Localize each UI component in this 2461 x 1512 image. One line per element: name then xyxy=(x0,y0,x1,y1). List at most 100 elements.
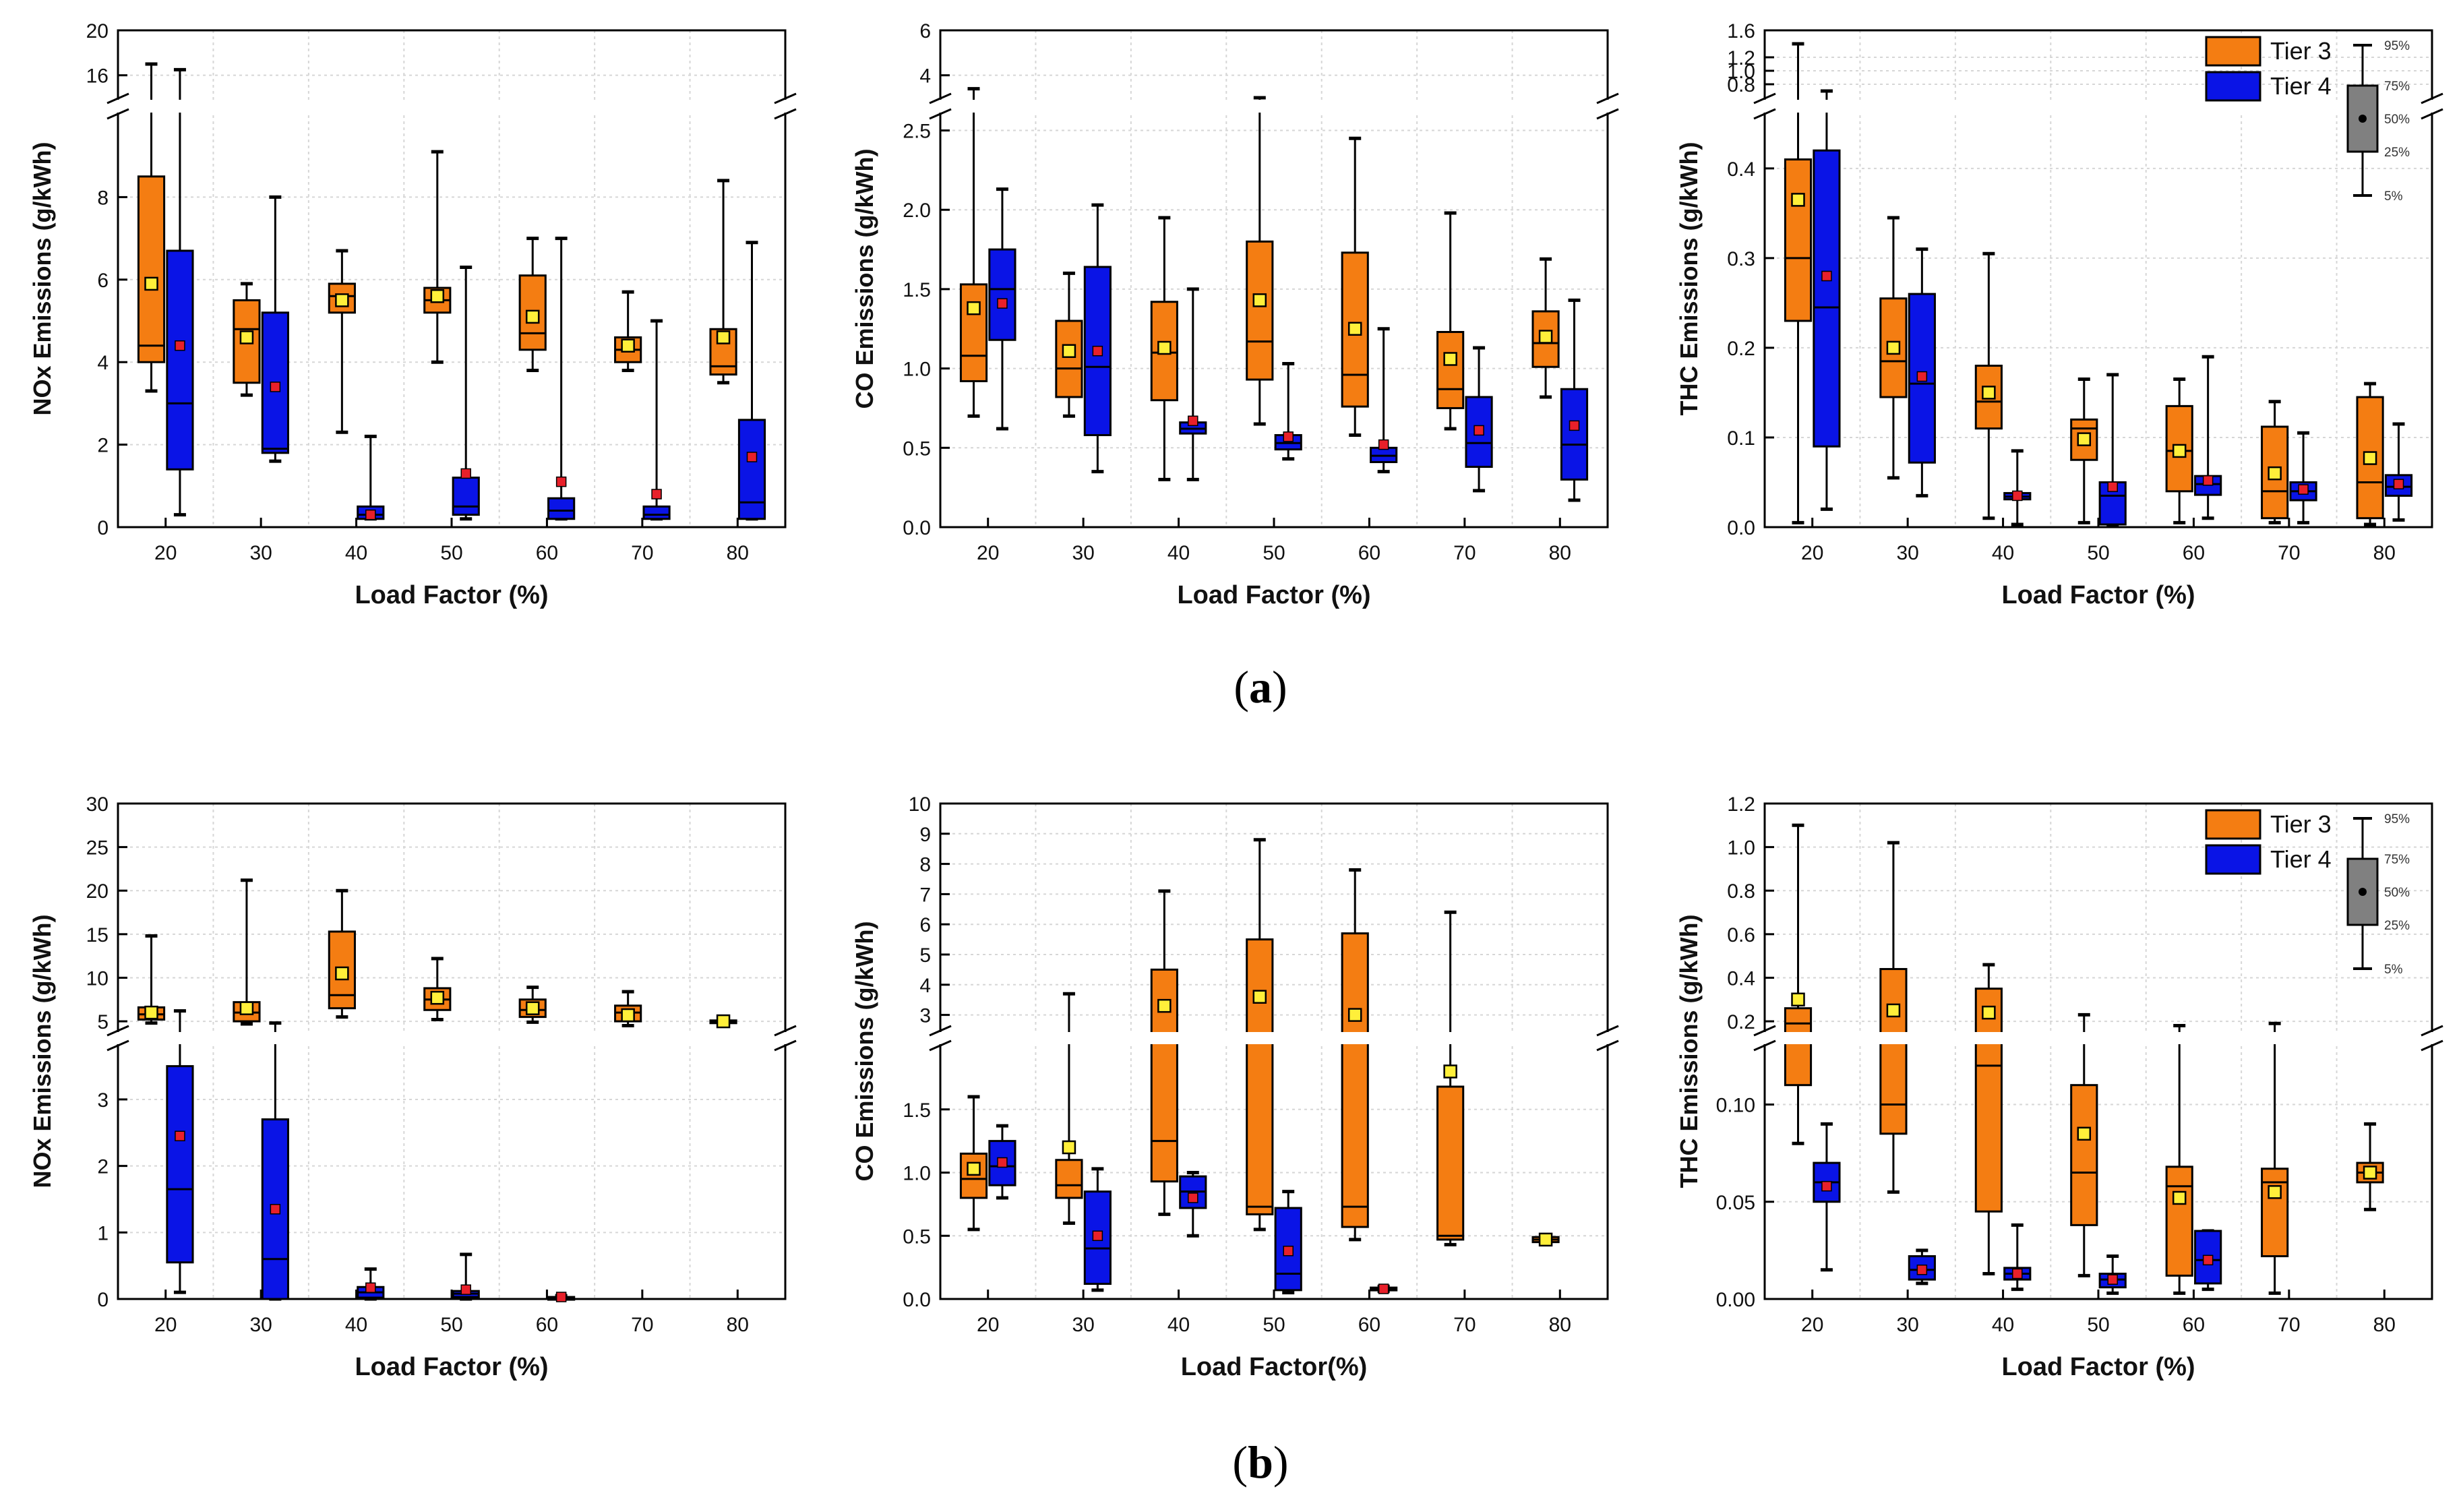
box-80 xyxy=(2384,422,2413,522)
y-tick-label: 0.8 xyxy=(1727,880,1755,903)
x-tick-label: 30 xyxy=(249,1314,272,1336)
mean-marker xyxy=(716,330,731,344)
break-mark xyxy=(774,1025,797,1037)
y-tick-label: 0.5 xyxy=(903,1226,931,1248)
box-70 xyxy=(1436,910,1465,1246)
box-80 xyxy=(1560,298,1589,502)
x-tick-label: 70 xyxy=(2278,1314,2300,1336)
y-tick-label: 1.2 xyxy=(1727,793,1755,816)
box-40 xyxy=(1150,216,1178,481)
box-80 xyxy=(2356,382,2384,526)
key-label: 5% xyxy=(2384,189,2403,204)
box-20 xyxy=(988,1124,1016,1200)
x-tick-label: 60 xyxy=(1358,1314,1380,1336)
mean-marker xyxy=(1821,270,1832,282)
box xyxy=(1813,149,1841,448)
y-tick-label: 2.5 xyxy=(903,121,931,143)
mean-marker xyxy=(967,1161,981,1176)
box xyxy=(1784,158,1813,322)
box xyxy=(452,477,480,516)
box-50 xyxy=(1274,1190,1302,1295)
series-tier3 xyxy=(1784,42,2384,526)
mean-marker xyxy=(175,1130,185,1141)
box-30 xyxy=(261,1021,289,1301)
break-mark xyxy=(1753,92,1776,104)
x-tick-label: 80 xyxy=(2373,1314,2396,1336)
x-tick-label: 80 xyxy=(2373,542,2396,564)
box-20 xyxy=(959,87,988,418)
x-tick-label: 40 xyxy=(1992,542,2014,564)
y-tick-label: 0.4 xyxy=(1727,967,1755,990)
y-tick-label: 0.05 xyxy=(1716,1192,1755,1214)
x-tick-label: 30 xyxy=(1072,542,1094,564)
mean-marker xyxy=(175,340,185,351)
y-tick-label: 1.6 xyxy=(1727,20,1755,42)
y-tick-label: 0.3 xyxy=(1727,248,1755,270)
box-30 xyxy=(261,195,289,463)
axis-break-gap xyxy=(103,1032,800,1044)
mean-marker xyxy=(1569,420,1580,431)
box-30 xyxy=(1908,1248,1936,1286)
y-tick-label: 4 xyxy=(919,975,931,997)
y-tick-label: 25 xyxy=(86,837,109,859)
mean-marker xyxy=(430,990,445,1005)
axis-break-gap xyxy=(925,1032,1622,1044)
mean-marker xyxy=(1188,415,1198,427)
box-30 xyxy=(1908,247,1936,497)
break-mark xyxy=(929,1039,952,1052)
axis-break-gap xyxy=(925,100,1622,113)
break-mark xyxy=(1596,92,1619,104)
x-tick-label: 60 xyxy=(2183,1314,2205,1336)
x-tick-label: 50 xyxy=(2087,1314,2109,1336)
break-mark xyxy=(2421,1039,2443,1052)
panel-label-close: ) xyxy=(1272,661,1287,713)
box-50 xyxy=(452,265,480,521)
box xyxy=(2070,1084,2098,1226)
series-tier4 xyxy=(166,1009,576,1302)
x-tick-label: 70 xyxy=(631,542,653,564)
box xyxy=(642,505,671,520)
y-tick-label: 0 xyxy=(97,517,109,539)
x-tick-label: 20 xyxy=(154,1314,177,1336)
y-tick-label: 3 xyxy=(97,1089,109,1112)
mean-marker xyxy=(365,509,376,520)
legend-swatch-tier4 xyxy=(2205,71,2261,102)
box-30 xyxy=(1083,1167,1112,1292)
break-mark xyxy=(774,1039,797,1052)
mean-marker xyxy=(1916,371,1928,382)
box-60 xyxy=(2165,1024,2193,1295)
box-60 xyxy=(2165,377,2193,524)
mean-marker xyxy=(1378,1283,1389,1294)
mean-marker xyxy=(621,1008,635,1023)
mean-marker xyxy=(746,452,758,462)
key-label: 25% xyxy=(2384,919,2410,933)
mean-marker xyxy=(460,1284,471,1295)
mean-marker xyxy=(1443,1064,1457,1079)
box xyxy=(1531,310,1560,368)
mean-marker xyxy=(716,1014,731,1029)
series-tier3 xyxy=(137,878,737,1029)
box-60 xyxy=(547,1292,576,1302)
box-60 xyxy=(2194,1229,2222,1292)
mean-marker xyxy=(1062,1140,1076,1155)
panel-label-close: ) xyxy=(1273,1437,1289,1488)
x-tick-label: 40 xyxy=(1167,1314,1190,1336)
box-60 xyxy=(547,237,576,521)
mean-marker xyxy=(239,330,254,344)
series-tier4 xyxy=(166,67,766,521)
y-tick-label: 1.5 xyxy=(903,279,931,301)
panel-label-a: (a) xyxy=(1193,661,1328,714)
box-20 xyxy=(166,1009,194,1294)
mean-marker xyxy=(2393,479,2404,489)
box-80 xyxy=(709,1014,737,1029)
box-30 xyxy=(1879,841,1908,1194)
box xyxy=(988,248,1016,341)
box-key: 95% 75% 50% 25% 5% xyxy=(2346,39,2410,204)
box xyxy=(1784,1007,1813,1087)
mean-marker xyxy=(2172,444,2187,458)
mean-marker xyxy=(144,1005,158,1020)
box-50 xyxy=(2070,377,2098,524)
mean-marker xyxy=(1092,345,1103,357)
x-axis-title: Load Factor (%) xyxy=(2001,581,2195,609)
